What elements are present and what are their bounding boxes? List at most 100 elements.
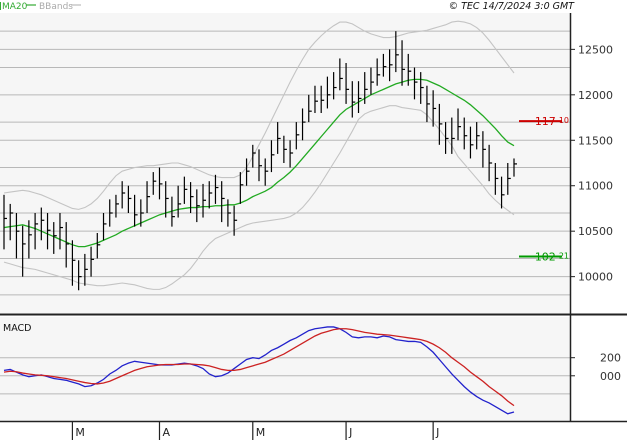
price-y-tick-label: 10500 [578, 225, 613, 238]
annotation-label: 102 21 [535, 251, 569, 264]
ohlc-bar [15, 213, 20, 259]
ohlc-bar [301, 108, 306, 141]
ohlc-bar [277, 122, 281, 154]
ohlc-bar [513, 158, 517, 177]
macd-signal-line [3, 328, 515, 407]
ohlc-bar [351, 81, 356, 118]
ohlc-bars [3, 31, 517, 291]
annotation-label-major: 102 [535, 251, 556, 264]
ohlc-bar [40, 207, 45, 241]
ohlc-bar [320, 85, 325, 113]
ohlc-bar [270, 140, 275, 173]
ohlc-bar [53, 222, 57, 254]
ohlc-bar [134, 194, 138, 227]
ohlc-bar [451, 117, 455, 154]
legend-label-ma20: MA20 [2, 2, 28, 12]
ma20-series [3, 78, 515, 248]
x-tick-label: M [75, 426, 85, 439]
ohlc-bar [102, 213, 107, 241]
ohlc-bar [109, 199, 113, 227]
ohlc-bar [382, 53, 387, 77]
x-tick-label: A [162, 426, 170, 439]
ohlc-bar [389, 49, 393, 82]
ohlc-bar [407, 53, 412, 86]
ohlc-bar [357, 81, 362, 113]
ohlc-bar [314, 85, 318, 113]
ohlc-bar [289, 140, 294, 168]
ohlc-bar [432, 90, 437, 127]
ohlc-bar [245, 158, 250, 186]
macd-pane-background [0, 317, 570, 421]
ohlc-bar [438, 103, 443, 145]
ohlc-bar [9, 203, 14, 241]
ohlc-bar [395, 31, 399, 73]
ohlc-bar [189, 182, 194, 213]
ohlc-bar [457, 108, 462, 141]
ohlc-bar [500, 176, 505, 209]
ohlc-bar [488, 144, 493, 182]
ohlc-bar [507, 163, 511, 195]
ohlc-bar [469, 126, 474, 159]
ohlc-bar [494, 163, 499, 195]
ohlc-bar [227, 199, 231, 227]
ohlc-bar [183, 176, 188, 204]
ohlc-bar [295, 122, 300, 150]
annotation-label-major: 117 [535, 115, 556, 128]
macd-y-tick-label: 000 [600, 370, 621, 383]
ohlc-bar [364, 72, 368, 104]
x-tick-label: M [256, 426, 266, 439]
macd-title: MACD [3, 323, 31, 334]
ohlc-bar [264, 158, 269, 186]
annotation-label: 117 10 [535, 115, 569, 128]
ohlc-bar [376, 58, 381, 86]
x-tick-label: J [435, 426, 439, 439]
price-pane-background [0, 13, 570, 313]
chart-header: MA20 BBands © TEC 14/7/2024 3:0 GMT [0, 1, 575, 12]
ohlc-bar [252, 144, 256, 168]
bband-upper-line [3, 20, 515, 210]
ohlc-bar [165, 181, 169, 218]
macd-y-tick-label: 200 [600, 352, 621, 365]
annotation-label-minor: 10 [559, 116, 569, 125]
ohlc-bar [202, 183, 207, 218]
ohlc-bar [34, 213, 39, 250]
ohlc-bar [22, 225, 26, 277]
ohlc-bar [258, 149, 262, 182]
price-gridlines [0, 30, 570, 296]
ohlc-bar [339, 58, 343, 91]
ohlc-bar [46, 213, 51, 250]
ohlc-bar [444, 122, 449, 154]
ohlc-bar [65, 222, 70, 268]
ohlc-bar [420, 72, 424, 104]
ohlc-bar [146, 181, 151, 213]
price-y-tick-label: 12500 [578, 43, 613, 56]
price-y-axis: 12500 12000 11500 11000 10500 10000 [570, 43, 613, 284]
ohlc-bar [84, 253, 88, 286]
legend-swatch-ma20 [0, 2, 1, 10]
ohlc-bar [71, 240, 76, 286]
price-y-tick-label: 11000 [578, 180, 613, 193]
price-y-tick-label: 12000 [578, 89, 613, 102]
macd-line [3, 326, 515, 415]
ohlc-bar [239, 172, 244, 204]
ohlc-bar [370, 67, 374, 95]
ohlc-bar [333, 72, 337, 100]
ohlc-bar [152, 172, 157, 195]
ma20-line [3, 78, 515, 248]
price-y-tick-label: 10000 [578, 271, 613, 284]
macd-series [3, 326, 515, 415]
x-tick-label: J [348, 426, 352, 439]
bollinger-bands [3, 20, 515, 290]
ohlc-bar [177, 185, 182, 218]
ohlc-bar [214, 174, 219, 204]
legend-label-bbands: BBands [39, 2, 73, 12]
ohlc-bar [426, 85, 430, 123]
ohlc-bar [127, 185, 132, 213]
ohlc-bar [221, 181, 225, 223]
ohlc-bar [59, 213, 63, 250]
